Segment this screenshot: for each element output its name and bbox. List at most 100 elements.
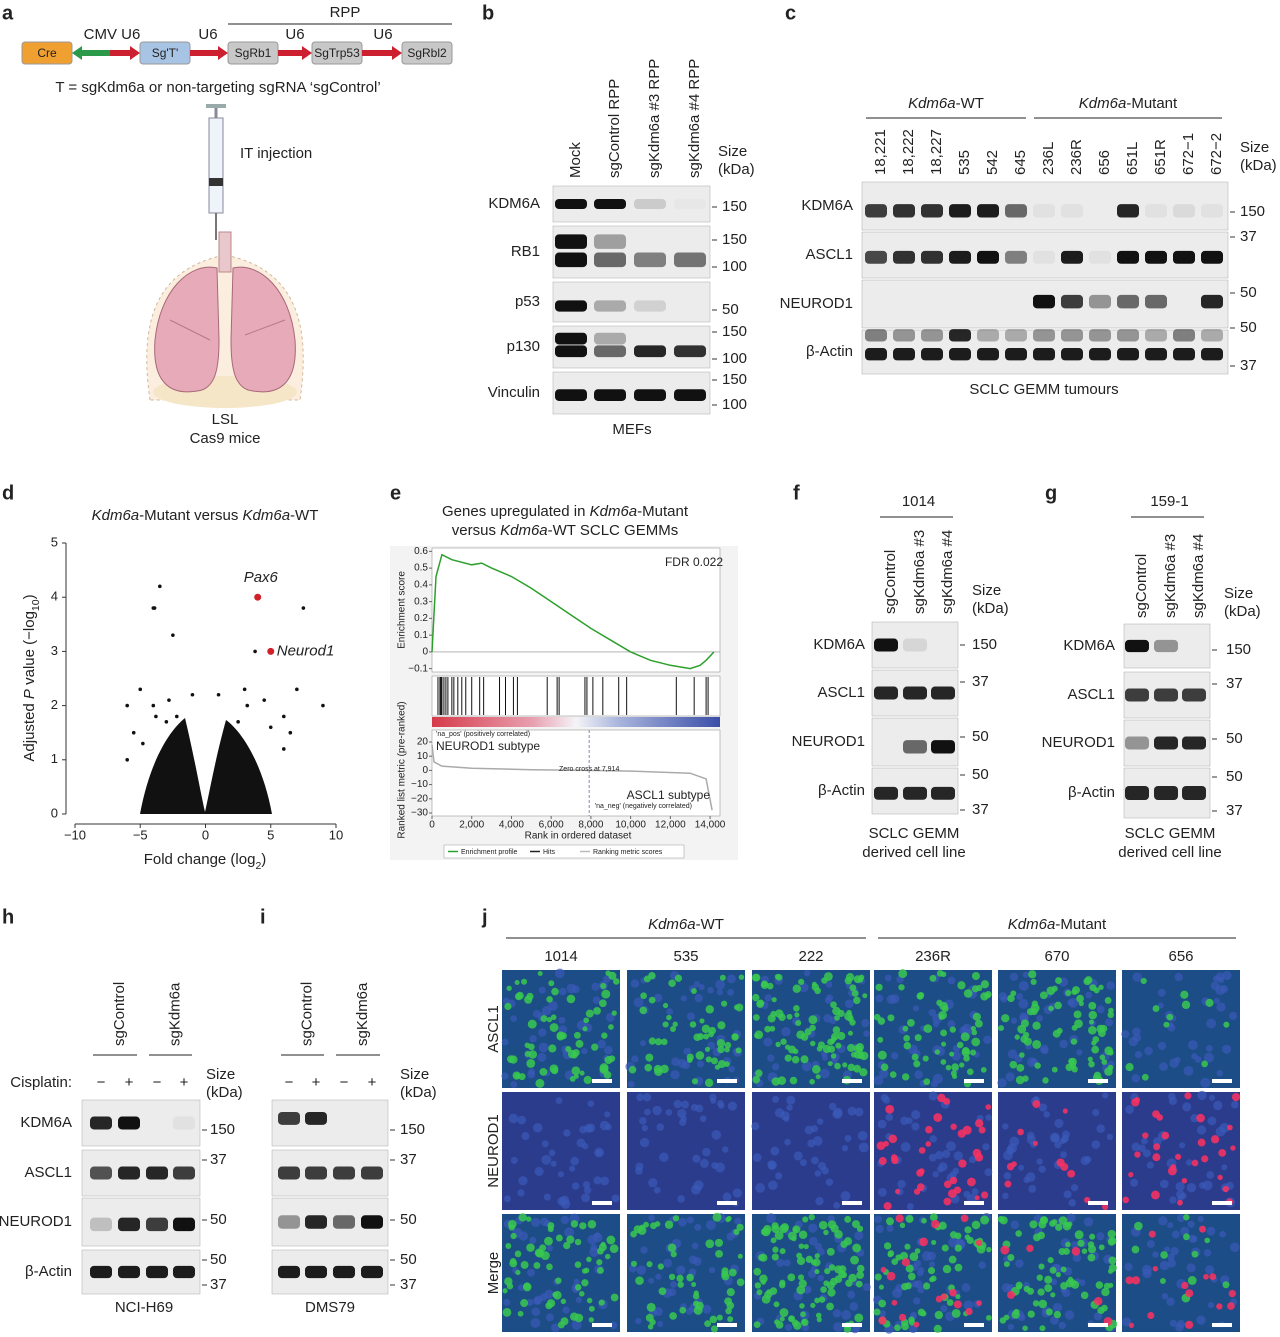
group-label: Kdm6a-WT (648, 916, 724, 933)
marker-label: 37 (972, 673, 989, 690)
green-cell (856, 1271, 865, 1280)
green-cell (1077, 1239, 1085, 1247)
group-label-part: Kdm6a (1079, 95, 1127, 112)
nucleus (763, 1037, 773, 1047)
red-cell (949, 1288, 957, 1297)
green-cell (533, 1262, 541, 1269)
green-cell (581, 1279, 589, 1287)
nucleus (635, 1318, 642, 1325)
green-cell (980, 1067, 987, 1073)
nucleus (554, 968, 565, 979)
nucleus (592, 996, 601, 1004)
nucleus (639, 1137, 650, 1148)
blot-band (634, 345, 666, 358)
rpp-label: RPP (330, 4, 361, 21)
green-cell (830, 1036, 837, 1042)
green-cell (793, 1005, 800, 1012)
nucleus (1122, 1317, 1132, 1327)
scale-bar (1088, 1079, 1108, 1083)
right-lung (230, 266, 296, 393)
blot-band (634, 198, 666, 210)
nucleus (1177, 1214, 1186, 1223)
nucleus (1209, 1094, 1216, 1101)
green-cell (574, 1284, 582, 1291)
green-cell (815, 1312, 822, 1319)
element-label: SgTrp53 (314, 46, 360, 60)
nucleus (930, 1080, 938, 1088)
lung-fissures (169, 319, 286, 341)
blot-band (118, 1166, 140, 1180)
green-cell (984, 991, 992, 998)
y-tick-label: 0.5 (414, 563, 428, 574)
nucleus (1159, 1062, 1168, 1071)
nucleus (844, 1135, 852, 1142)
x-axis-label-part: Fold change (log (144, 851, 256, 868)
green-cell (798, 978, 805, 986)
nucleus (583, 1186, 592, 1195)
red-cell (1197, 1138, 1206, 1147)
nucleus (948, 1237, 959, 1248)
barrel (208, 117, 224, 214)
green-cell (645, 1053, 654, 1062)
nucleus (597, 1039, 606, 1049)
red-cell (880, 1266, 887, 1273)
blot-band (1145, 250, 1167, 264)
green-cell (780, 1223, 790, 1232)
green-cell (666, 1014, 672, 1021)
nucleus (569, 1165, 576, 1172)
red-cell (1185, 1289, 1194, 1298)
nucleus (771, 1063, 780, 1071)
nucleus (824, 996, 832, 1004)
nucleus (670, 1070, 680, 1080)
nucleus (699, 1158, 709, 1168)
green-cell (1107, 1049, 1114, 1056)
treatment-sign: + (180, 1074, 189, 1091)
green-cell (733, 1228, 740, 1235)
nucleus (917, 1266, 925, 1274)
green-cell (635, 1276, 644, 1285)
red-cell (1153, 1143, 1161, 1151)
marker-label: 50 (1240, 284, 1257, 301)
nucleus (772, 1095, 780, 1103)
nucleus (880, 1093, 889, 1102)
nucleus (722, 1192, 732, 1202)
green-cell (938, 1014, 945, 1020)
red-cell (1170, 1164, 1177, 1171)
green-cell (724, 1061, 730, 1068)
green-cell (1087, 1241, 1095, 1248)
green-cell (805, 1255, 813, 1263)
column-label: 656 (1168, 948, 1193, 965)
green-cell (697, 1033, 704, 1040)
green-cell (662, 1002, 669, 1009)
red-cell (898, 1313, 907, 1322)
green-cell (753, 1267, 762, 1276)
size-label: (kDa) (1224, 603, 1261, 620)
nucleus (716, 989, 724, 996)
red-cell (925, 1141, 932, 1147)
marker-label: 50 (1226, 768, 1243, 785)
micrograph (997, 1213, 1118, 1332)
gene-point (216, 692, 221, 697)
green-cell (824, 1268, 831, 1275)
column-label: 535 (673, 948, 698, 965)
marker-label: 37 (210, 1276, 227, 1293)
green-cell (880, 1063, 889, 1072)
green-cell (1073, 1010, 1082, 1019)
micrograph (873, 969, 992, 1088)
size-label: (kDa) (972, 600, 1009, 617)
nucleus (501, 1038, 509, 1046)
nucleus (1133, 1033, 1142, 1042)
nucleus (550, 1323, 560, 1333)
green-cell (828, 1264, 836, 1271)
micrograph (502, 1213, 620, 1333)
nucleus (503, 1298, 511, 1306)
red-cell (883, 1140, 889, 1147)
nucleus (801, 1061, 812, 1072)
row-label: RB1 (511, 243, 540, 260)
nucleus (1036, 1158, 1043, 1165)
blot-band (674, 389, 706, 401)
red-cell (1222, 1185, 1229, 1193)
green-cell (546, 1263, 553, 1271)
green-cell (846, 1009, 852, 1016)
blot-band (1005, 250, 1027, 264)
